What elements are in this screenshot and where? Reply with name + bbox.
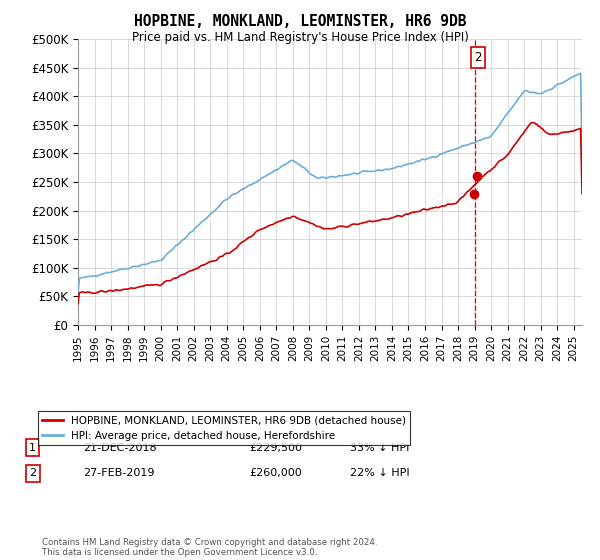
Text: 22% ↓ HPI: 22% ↓ HPI	[350, 468, 410, 478]
Text: £229,500: £229,500	[250, 442, 302, 452]
Legend: HOPBINE, MONKLAND, LEOMINSTER, HR6 9DB (detached house), HPI: Average price, det: HOPBINE, MONKLAND, LEOMINSTER, HR6 9DB (…	[38, 412, 410, 445]
Text: Price paid vs. HM Land Registry's House Price Index (HPI): Price paid vs. HM Land Registry's House …	[131, 31, 469, 44]
Text: 27-FEB-2019: 27-FEB-2019	[83, 468, 155, 478]
Text: £260,000: £260,000	[250, 468, 302, 478]
Text: Contains HM Land Registry data © Crown copyright and database right 2024.
This d: Contains HM Land Registry data © Crown c…	[42, 538, 377, 557]
Text: 21-DEC-2018: 21-DEC-2018	[83, 442, 157, 452]
Text: 2: 2	[29, 468, 36, 478]
Text: 33% ↓ HPI: 33% ↓ HPI	[350, 442, 410, 452]
Text: 1: 1	[29, 442, 36, 452]
Text: 2: 2	[474, 51, 482, 64]
Text: HOPBINE, MONKLAND, LEOMINSTER, HR6 9DB: HOPBINE, MONKLAND, LEOMINSTER, HR6 9DB	[134, 14, 466, 29]
